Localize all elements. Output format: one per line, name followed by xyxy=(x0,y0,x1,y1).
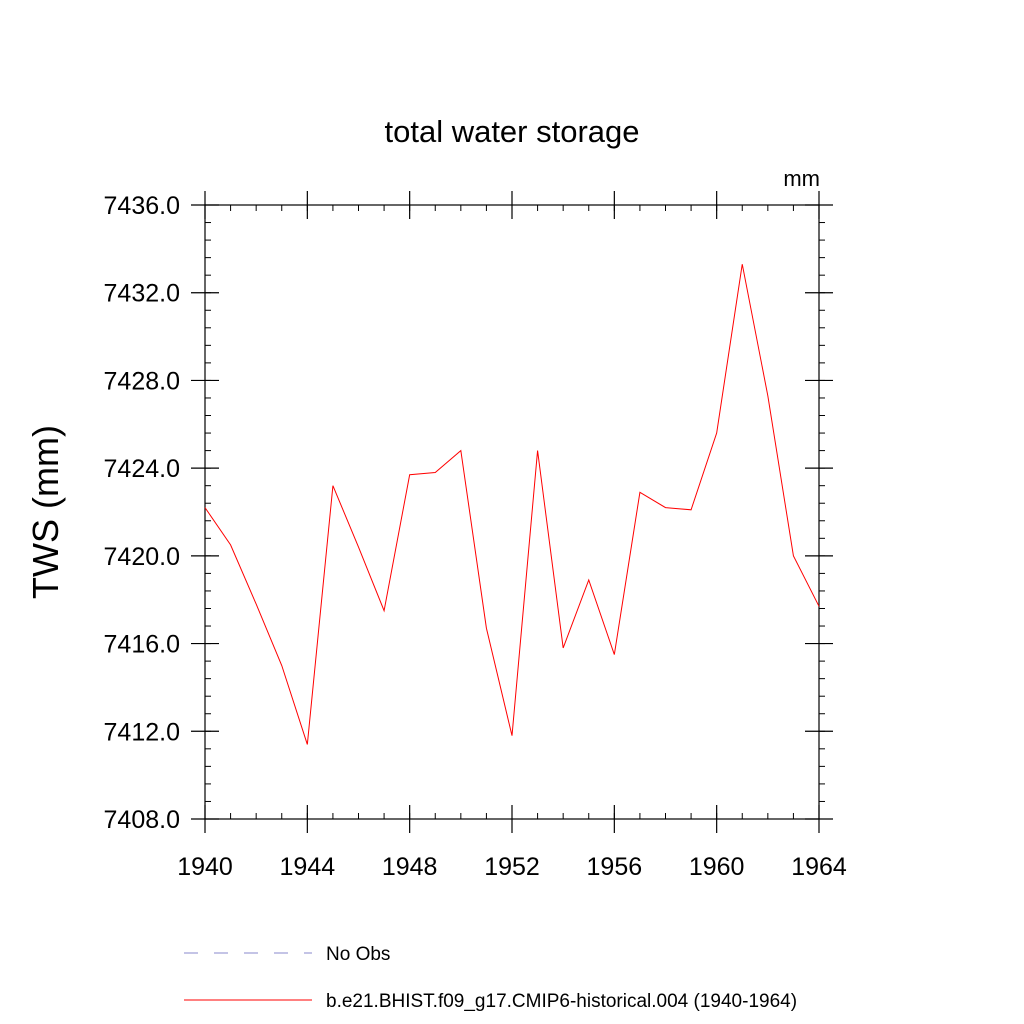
series-line xyxy=(204,264,820,745)
plot-frame xyxy=(204,204,820,820)
y-tick-label: 7416.0 xyxy=(104,631,180,659)
x-tick-label: 1944 xyxy=(280,853,336,881)
series-layer xyxy=(204,264,820,745)
y-tick-label: 7432.0 xyxy=(104,280,180,308)
x-tick-label: 1940 xyxy=(177,853,233,881)
x-tick-label: 1964 xyxy=(791,853,847,881)
legend-label: No Obs xyxy=(326,944,390,965)
legend: No Obs b.e21.BHIST.f09_g17.CMIP6-historic… xyxy=(184,944,797,1012)
y-axis-label: TWS (mm) xyxy=(25,425,66,599)
x-tick-label: 1956 xyxy=(587,853,643,881)
y-tick-label: 7412.0 xyxy=(104,718,180,746)
x-tick-label: 1948 xyxy=(382,853,438,881)
x-tick-labels: 1940 1944 1948 1952 1956 1960 1964 xyxy=(177,853,847,881)
units-label: mm xyxy=(783,166,820,191)
x-tick-label: 1960 xyxy=(689,853,745,881)
chart-title: total water storage xyxy=(384,114,639,149)
y-tick-label: 7436.0 xyxy=(104,192,180,220)
y-tick-label: 7420.0 xyxy=(104,543,180,571)
y-tick-label: 7408.0 xyxy=(104,806,180,834)
legend-label: b.e21.BHIST.f09_g17.CMIP6-historical.004… xyxy=(326,991,797,1012)
x-tick-label: 1952 xyxy=(484,853,540,881)
major-ticks xyxy=(191,191,833,833)
y-tick-label: 7424.0 xyxy=(104,455,180,483)
minor-ticks xyxy=(204,204,825,820)
y-tick-label: 7428.0 xyxy=(104,367,180,395)
y-tick-labels: 7408.0 7412.0 7416.0 7420.0 7424.0 7428.0 7432… xyxy=(104,192,180,834)
